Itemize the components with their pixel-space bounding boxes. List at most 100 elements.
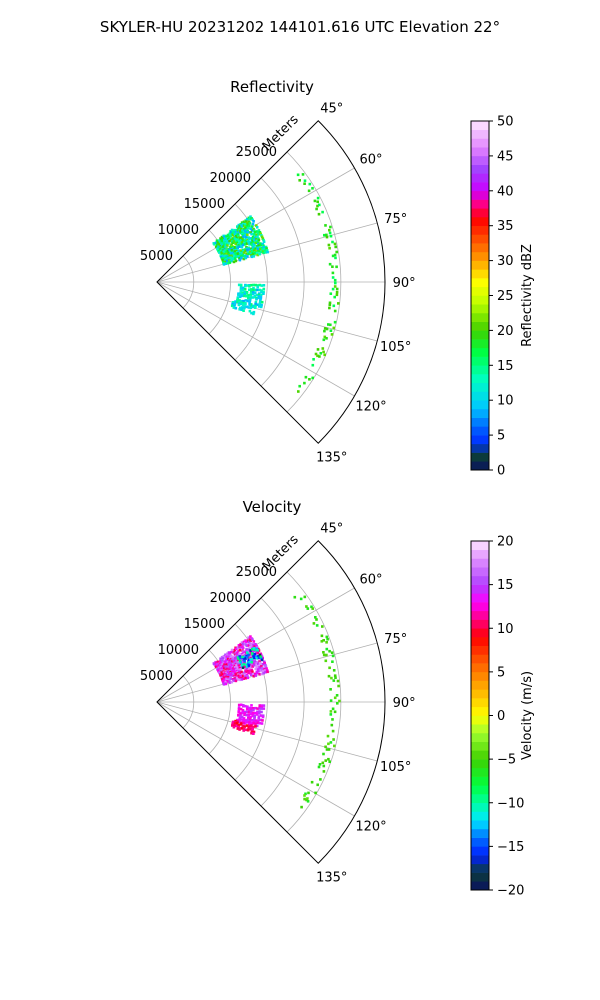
echo-gate — [254, 725, 257, 728]
echo-gate — [230, 238, 233, 242]
echo-gate — [247, 715, 250, 718]
echo-gate — [252, 286, 255, 290]
echo-gate — [246, 221, 249, 225]
echo-gate — [238, 301, 241, 304]
echo-gate — [319, 352, 323, 355]
echo-gate — [233, 233, 237, 236]
echo-gate — [213, 662, 216, 666]
echo-gate — [232, 238, 235, 241]
echo-gate — [332, 679, 336, 682]
echo-gate — [321, 347, 325, 350]
echo-gate — [254, 241, 258, 245]
azimuth-tick-label: 45° — [320, 101, 343, 116]
echo-gate — [331, 240, 334, 244]
echo-gate — [299, 597, 303, 601]
echo-gate — [244, 720, 247, 724]
echo-gate — [318, 203, 321, 207]
echo-gate — [247, 710, 251, 714]
echo-gate — [252, 732, 255, 735]
echo-gate — [337, 684, 340, 688]
echo-gate — [334, 676, 337, 679]
echo-gate — [245, 252, 248, 255]
echo-gate — [252, 707, 255, 710]
echo-gate — [247, 295, 250, 299]
echo-gate — [333, 285, 337, 288]
colorbar-tick-label: 10 — [497, 622, 514, 637]
echo-gate — [249, 649, 252, 652]
colorbar-segment — [471, 121, 489, 131]
echo-gate — [262, 290, 265, 294]
echo-gate — [236, 653, 239, 656]
echo-gate — [252, 255, 256, 258]
echo-gate — [232, 304, 236, 308]
echo-gate — [298, 179, 301, 182]
echo-gate — [257, 244, 261, 247]
echo-gate — [237, 250, 241, 253]
echo-gate — [260, 246, 264, 250]
colorbar-segment — [471, 155, 489, 165]
echo-gate — [329, 688, 332, 691]
echo-gate — [251, 222, 255, 226]
echo-gate — [232, 260, 236, 264]
echo-gate — [305, 798, 308, 802]
echo-gate — [265, 667, 268, 670]
echo-gate — [225, 252, 229, 256]
echo-gate — [253, 717, 256, 721]
echo-gate — [242, 640, 246, 644]
echo-gate — [257, 293, 261, 297]
echo-gate — [242, 704, 245, 708]
echo-gate — [239, 711, 242, 715]
azimuth-tick-label: 90° — [393, 276, 416, 291]
colorbar-segment — [471, 138, 489, 148]
echo-gate — [221, 240, 224, 243]
echo-gate — [332, 669, 336, 672]
echo-gate — [249, 643, 253, 646]
echo-gate — [253, 295, 256, 299]
echo-gate — [323, 329, 326, 333]
echo-gate — [243, 294, 246, 298]
echo-gate — [252, 720, 256, 724]
echo-gate — [249, 647, 253, 650]
echo-gate — [253, 645, 256, 649]
echo-gate — [255, 233, 259, 237]
echo-gate — [246, 676, 250, 680]
echo-gate — [333, 674, 337, 677]
azimuth-tick-label: 90° — [393, 696, 416, 711]
echo-gate — [254, 721, 258, 724]
echo-gate — [328, 246, 331, 250]
echo-gate — [256, 246, 259, 250]
echo-gate — [329, 323, 332, 327]
echo-gate — [247, 640, 251, 644]
echo-gate — [224, 262, 228, 265]
echo-gate — [222, 683, 226, 686]
echo-gate — [238, 716, 242, 720]
echo-gate — [224, 260, 227, 264]
echo-gate — [231, 233, 235, 237]
echo-gate — [237, 657, 240, 660]
echo-gate — [331, 718, 334, 721]
echo-gate — [223, 243, 226, 246]
echo-gate — [334, 245, 337, 249]
echo-gate — [237, 231, 241, 234]
echo-gate — [245, 242, 249, 245]
echo-gate — [241, 650, 245, 653]
colorbar-segment — [471, 750, 489, 760]
echo-gate — [244, 657, 247, 660]
echo-gate — [222, 654, 226, 658]
echo-gate — [245, 644, 249, 648]
colorbar-segment — [471, 374, 489, 384]
echo-gate — [260, 710, 263, 714]
echo-gate — [241, 288, 245, 292]
colorbar-tick-label: −10 — [497, 796, 524, 811]
echo-gate — [315, 618, 318, 621]
echo-gate — [259, 714, 263, 717]
echo-gate — [234, 259, 238, 263]
echo-gate — [244, 728, 248, 732]
echo-gate — [237, 714, 240, 717]
echo-gate — [259, 297, 263, 300]
echo-gate — [238, 252, 242, 256]
echo-gate — [253, 656, 256, 659]
echo-gate — [238, 308, 241, 311]
echo-gate — [251, 296, 254, 299]
echo-gate — [258, 231, 262, 234]
